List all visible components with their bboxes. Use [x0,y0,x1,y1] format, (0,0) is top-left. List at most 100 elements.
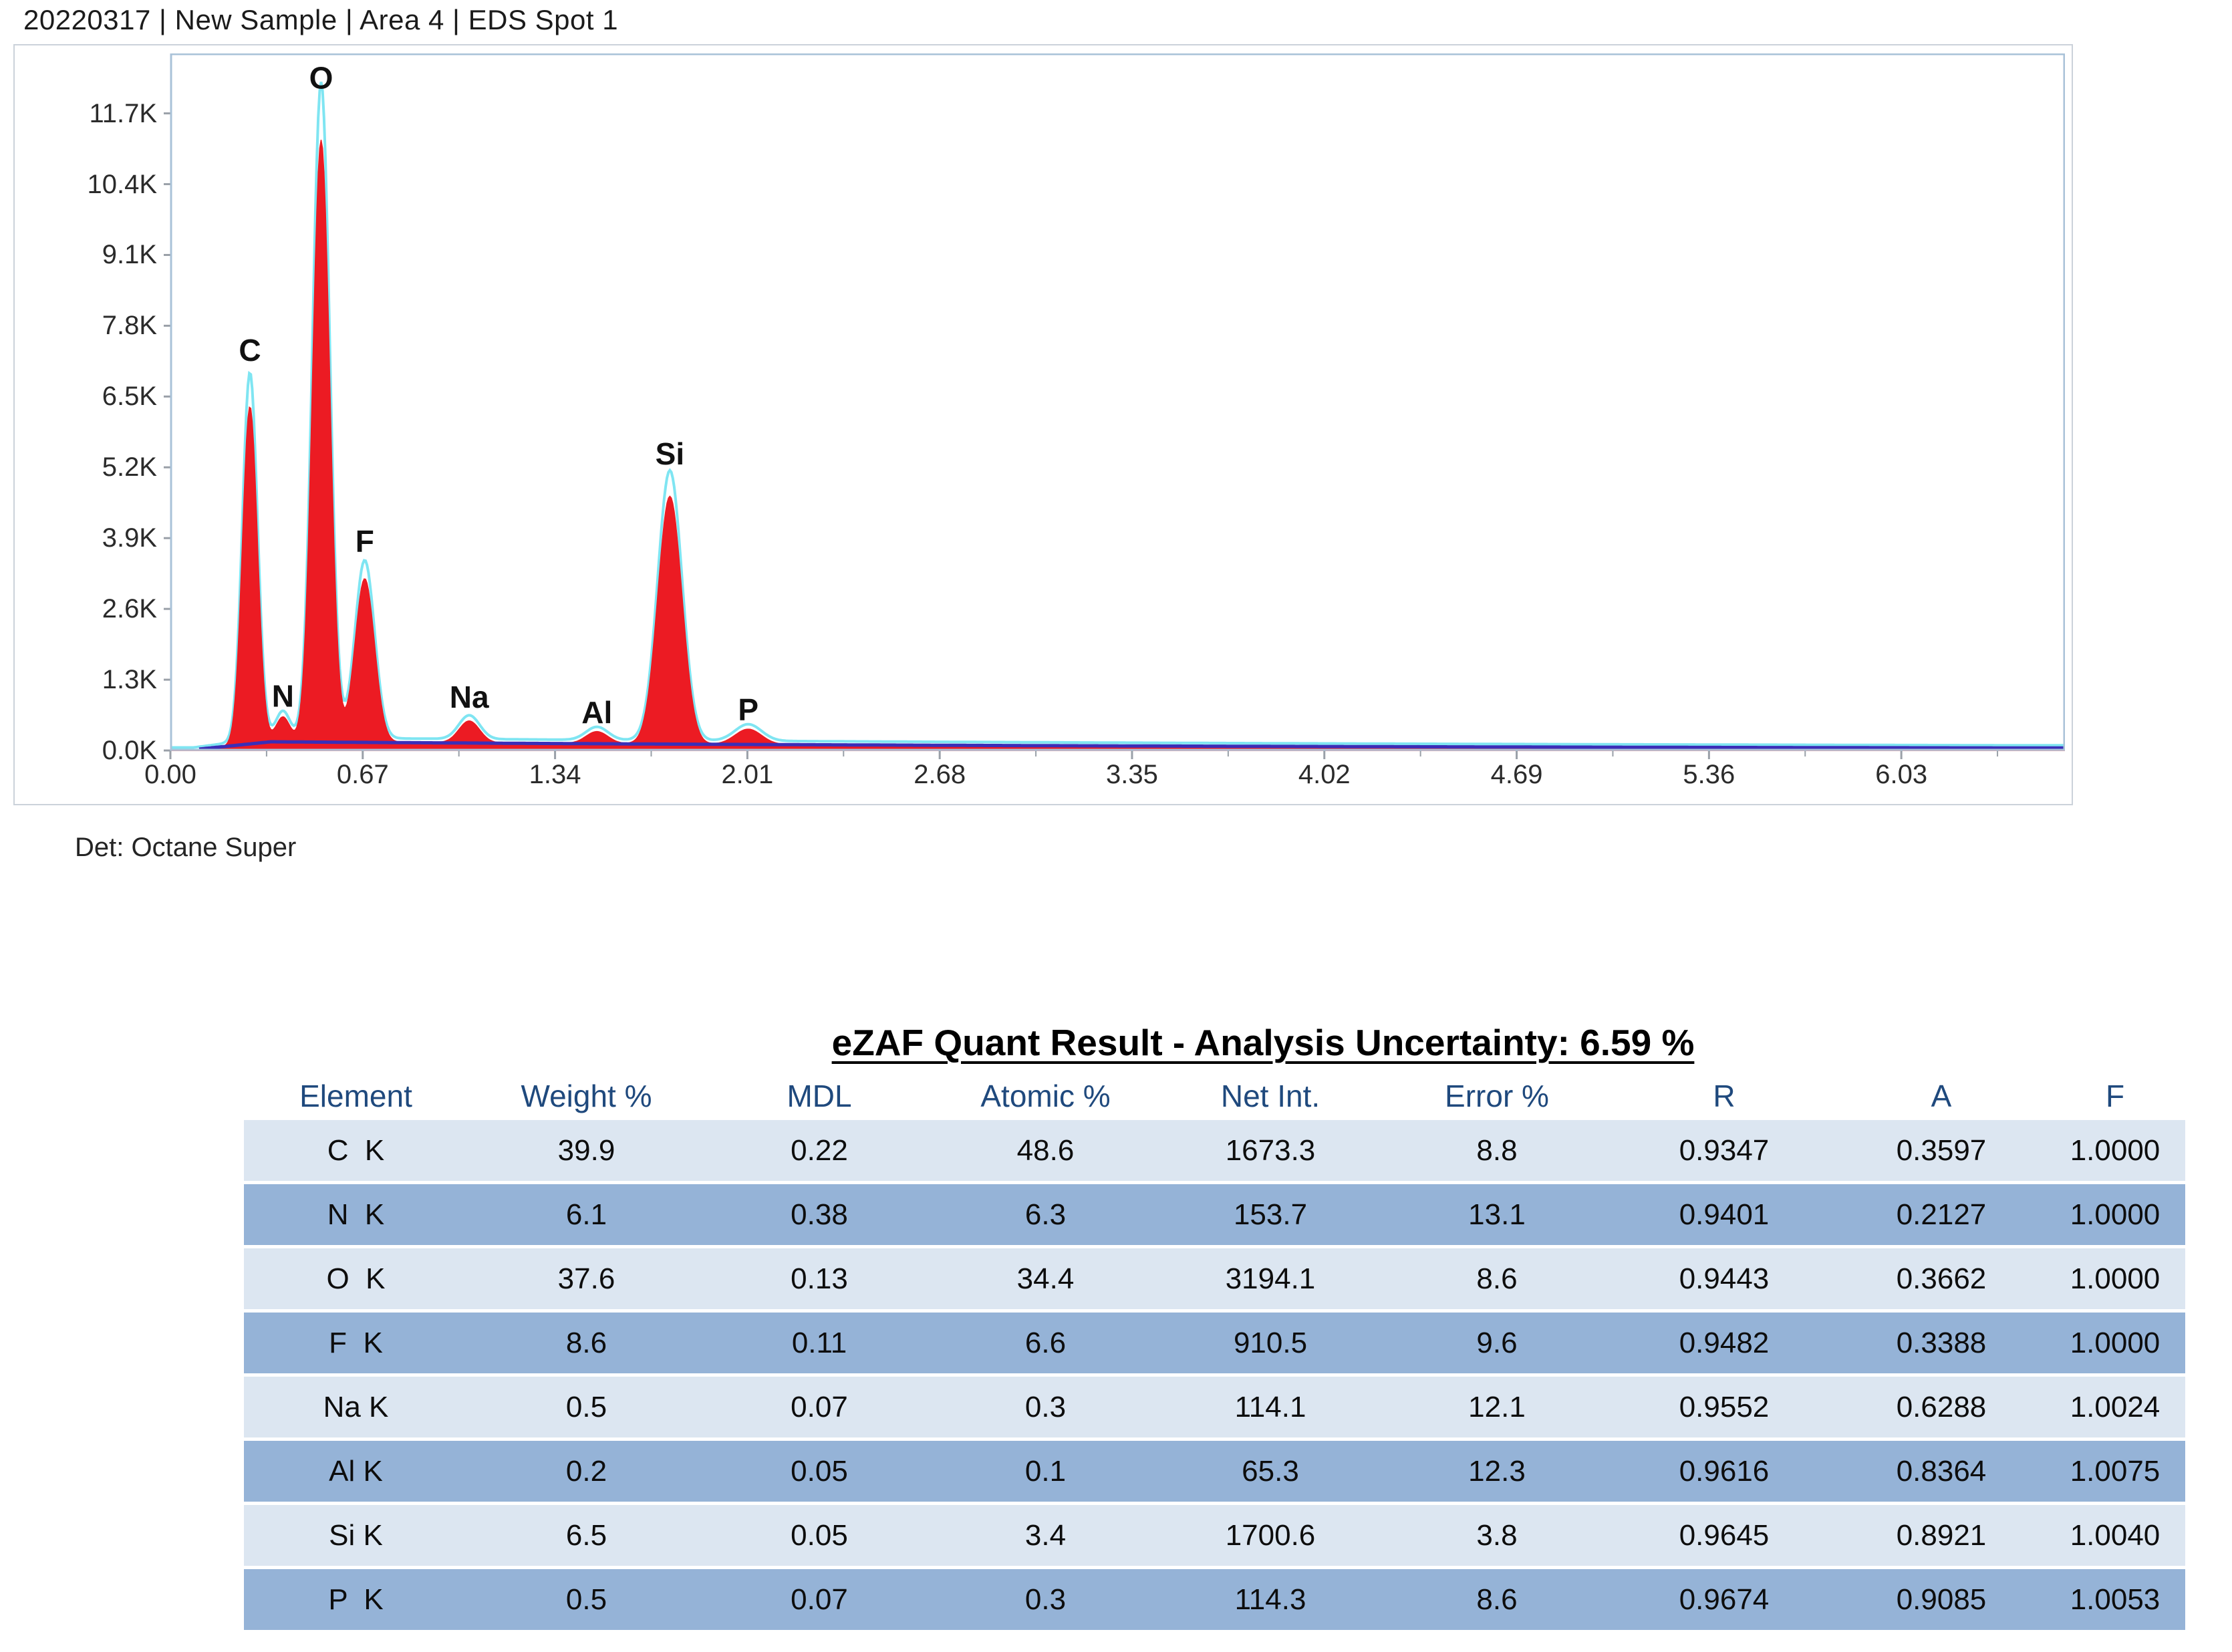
table-cell: 1.0000 [2045,1248,2185,1309]
raw-counts-line [170,82,2065,749]
x-axis-label: 0.67 [336,760,389,789]
table-cell: 0.3 [934,1377,1157,1437]
x-axis-label: 4.69 [1490,760,1543,789]
table-cell: 0.1 [934,1441,1157,1502]
table-cell: 0.5 [468,1377,705,1437]
column-header: F [2045,1075,2185,1117]
table-cell: 0.6288 [1838,1377,2045,1437]
table-cell: 3.8 [1383,1505,1611,1566]
element-cell: F K [244,1313,468,1373]
element-peak-label: Al [581,695,612,730]
table-cell: 0.05 [705,1505,934,1566]
table-cell: 0.3388 [1838,1313,2045,1373]
table-cell: 6.1 [468,1184,705,1245]
table-cell: 0.38 [705,1184,934,1245]
column-header: Weight % [468,1075,705,1117]
table-cell: 1.0075 [2045,1441,2185,1502]
x-axis-label: 2.01 [721,760,774,789]
element-cell: Si K [244,1505,468,1566]
table-row: P K 0.5 0.07 0.3 114.3 8.6 0.9674 0.9085 1.0053 [244,1569,2185,1630]
y-axis-label: 7.8K [102,311,157,341]
x-axis-label: 5.36 [1683,760,1735,789]
spectrum-title: 20220317 | New Sample | Area 4 | EDS Spo… [23,4,619,35]
detector-label: Det: Octane Super [75,833,297,862]
element-peak-label: C [239,333,261,368]
table-cell: 0.9616 [1611,1441,1838,1502]
table-cell: 1700.6 [1157,1505,1383,1566]
table-row: N K 6.1 0.38 6.3 153.7 13.1 0.9401 0.2127 1.0000 [244,1184,2185,1245]
table-cell: 0.22 [705,1120,934,1181]
table-cell: 37.6 [468,1248,705,1309]
x-axis-label: 0.00 [144,760,196,789]
element-cell: P K [244,1569,468,1630]
table-cell: 1.0053 [2045,1569,2185,1630]
table-cell: 1.0040 [2045,1505,2185,1566]
quant-table-title: eZAF Quant Result - Analysis Uncertainty… [831,1022,1695,1063]
table-cell: 8.6 [1383,1569,1611,1630]
element-peak-label: P [738,692,758,727]
table-cell: 65.3 [1157,1441,1383,1502]
table-cell: 0.9552 [1611,1377,1838,1437]
element-cell: Al K [244,1441,468,1502]
column-header: Element [244,1075,468,1117]
table-cell: 12.1 [1383,1377,1611,1437]
table-cell: 0.8921 [1838,1505,2045,1566]
table-header-row: Element Weight % MDL Atomic % Net Int. Error … [244,1075,2185,1117]
y-axis-label: 9.1K [102,240,157,270]
table-row: Si K 6.5 0.05 3.4 1700.6 3.8 0.9645 0.8921 1.004… [244,1505,2185,1566]
table-cell: 0.5 [468,1569,705,1630]
table-cell: 3194.1 [1157,1248,1383,1309]
column-header: Net Int. [1157,1075,1383,1117]
y-axis-label: 11.7K [89,98,157,128]
table-cell: 8.6 [1383,1248,1611,1309]
table-cell: 114.3 [1157,1569,1383,1630]
table-cell: 6.5 [468,1505,705,1566]
x-axis-label: 4.02 [1298,760,1351,789]
table-cell: 9.6 [1383,1313,1611,1373]
column-header: A [1838,1075,2045,1117]
table-cell: 3.4 [934,1505,1157,1566]
table-cell: 1.0000 [2045,1184,2185,1245]
table-cell: 6.6 [934,1313,1157,1373]
table-cell: 8.6 [468,1313,705,1373]
table-row: Al K 0.2 0.05 0.1 65.3 12.3 0.9616 0.8364 1.0075 [244,1441,2185,1502]
table-row: C K 39.9 0.22 48.6 1673.3 8.8 0.9347 0.3597 1.00… [244,1120,2185,1181]
table-cell: 0.9645 [1611,1505,1838,1566]
table-row: Na K 0.5 0.07 0.3 114.1 12.1 0.9552 0.6288 1.002… [244,1377,2185,1437]
table-cell: 12.3 [1383,1441,1611,1502]
table-cell: 0.9401 [1611,1184,1838,1245]
table-cell: 114.1 [1157,1377,1383,1437]
table-cell: 1673.3 [1157,1120,1383,1181]
table-cell: 48.6 [934,1120,1157,1181]
element-cell: Na K [244,1377,468,1437]
table-cell: 34.4 [934,1248,1157,1309]
table-cell: 39.9 [468,1120,705,1181]
table-cell: 1.0000 [2045,1120,2185,1181]
table-cell: 153.7 [1157,1184,1383,1245]
element-cell: N K [244,1184,468,1245]
table-cell: 1.0000 [2045,1313,2185,1373]
table-cell: 0.8364 [1838,1441,2045,1502]
background-model-line [198,740,2065,751]
fitted-spectrum-area [170,140,2065,751]
table-cell: 0.9443 [1611,1248,1838,1309]
table-cell: 0.9085 [1838,1569,2045,1630]
table-cell: 0.9347 [1611,1120,1838,1181]
table-cell: 910.5 [1157,1313,1383,1373]
column-header: Atomic % [934,1075,1157,1117]
table-cell: 1.0024 [2045,1377,2185,1437]
table-cell: 0.3597 [1838,1120,2045,1181]
table-cell: 13.1 [1383,1184,1611,1245]
table-row: O K 37.6 0.13 34.4 3194.1 8.6 0.9443 0.3662 1.00… [244,1248,2185,1309]
column-header: Error % [1383,1075,1611,1117]
y-axis-label: 0.0K [102,736,157,765]
element-peak-label: Si [656,436,684,471]
element-cell: C K [244,1120,468,1181]
table-cell: 0.2 [468,1441,705,1502]
table-cell: 8.8 [1383,1120,1611,1181]
element-cell: O K [244,1248,468,1309]
element-peak-label: Na [450,680,489,714]
quant-table: Element Weight % MDL Atomic % Net Int. Error … [244,1072,2185,1633]
element-peak-label: N [272,679,294,714]
